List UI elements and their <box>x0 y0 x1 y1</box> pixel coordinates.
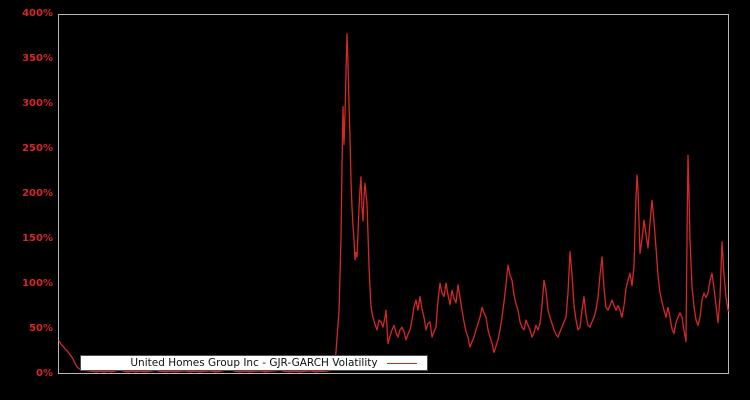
plot-area-frame <box>58 14 729 374</box>
y-tick-label: 100% <box>22 278 53 289</box>
y-tick-label: 200% <box>22 188 53 199</box>
legend-label: United Homes Group Inc - GJR-GARCH Volat… <box>130 357 378 369</box>
y-tick-label: 0% <box>36 368 53 379</box>
y-tick-label: 300% <box>22 98 53 109</box>
y-tick-label: 150% <box>22 233 53 244</box>
y-tick-label: 400% <box>22 8 53 19</box>
y-tick-label: 350% <box>22 53 53 64</box>
legend: United Homes Group Inc - GJR-GARCH Volat… <box>80 355 428 371</box>
y-tick-label: 50% <box>29 323 53 334</box>
volatility-line <box>58 33 730 373</box>
y-tick-label: 250% <box>22 143 53 154</box>
legend-line-sample-icon <box>387 363 417 364</box>
